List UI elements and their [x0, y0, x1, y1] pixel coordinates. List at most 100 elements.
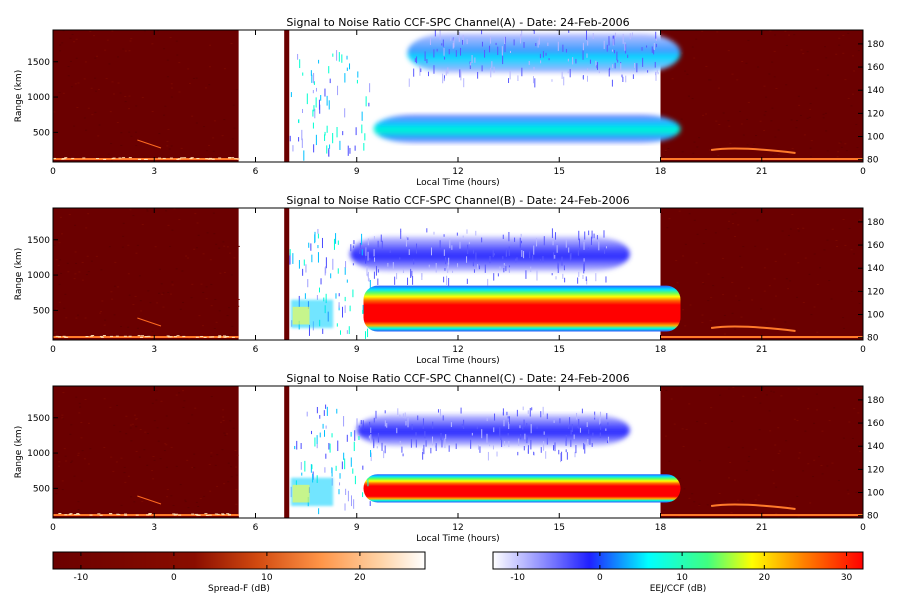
eej-speckle — [452, 42, 454, 49]
eej-speckle — [377, 278, 379, 285]
eej-scatter — [296, 440, 298, 450]
spreadf-speckle — [727, 120, 730, 122]
eej-speckle — [513, 39, 515, 46]
spreadf-speckle — [222, 241, 225, 243]
eej-speckle — [531, 407, 533, 411]
y2-tick-label: 160 — [867, 63, 884, 73]
spreadf-speckle — [716, 31, 719, 33]
eej-speckle — [374, 257, 376, 262]
eej-scatter — [369, 83, 371, 93]
eej-scatter — [299, 59, 301, 69]
spreadf-speckle — [226, 246, 229, 248]
y2-tick-label: 80 — [867, 334, 879, 344]
spreadf-speckle — [120, 457, 123, 459]
eej-speckle — [603, 230, 605, 238]
spreadf-speckle — [75, 57, 78, 59]
eej-speckle — [467, 244, 469, 254]
eej-speckle — [474, 57, 476, 63]
eej-speckle — [568, 247, 570, 253]
spreadf-speckle — [180, 147, 183, 149]
spreadf-speckle — [223, 432, 226, 434]
spreadf-speckle — [788, 34, 791, 36]
eej-speckle — [570, 252, 572, 260]
eej-speckle — [461, 424, 463, 428]
spreadf-speckle — [169, 36, 172, 38]
y2-tick-label: 100 — [867, 311, 884, 321]
spreadf-speckle — [146, 464, 149, 466]
eej-speckle — [625, 75, 627, 83]
eej-scatter — [344, 305, 346, 313]
eej-scatter — [331, 467, 333, 477]
spreadf-speckle — [128, 294, 131, 296]
spreadf-speckle — [780, 395, 783, 397]
eej-scatter — [317, 244, 319, 249]
spreadf-speckle — [146, 210, 149, 212]
spreadf-speckle — [738, 299, 741, 301]
eej-speckle — [471, 432, 473, 436]
spreadf-speckle — [858, 219, 861, 221]
spreadf-speckle — [85, 227, 88, 229]
x-tick-label: 0 — [50, 523, 56, 533]
eej-speckle — [447, 262, 449, 269]
eej-scatter — [349, 147, 351, 154]
spreadf-speckle — [94, 90, 97, 92]
x-tick-label: 9 — [354, 523, 360, 533]
eej-speckle — [582, 275, 584, 280]
spreadf-speckle — [857, 412, 860, 414]
spreadf-speckle — [64, 455, 67, 457]
spreadf-speckle — [209, 259, 212, 261]
spreadf-speckle — [701, 314, 704, 316]
spreadf-speckle — [98, 124, 101, 126]
spreadf-speckle — [77, 452, 80, 454]
x-tick-label: 21 — [756, 345, 767, 355]
eej-speckle — [561, 256, 563, 266]
spreadf-speckle — [765, 394, 768, 396]
spreadf-speckle — [160, 283, 163, 285]
eej-speckle — [577, 425, 579, 428]
spreadf-speckle — [771, 61, 774, 63]
eej-speckle — [579, 238, 581, 249]
spreadf-speckle — [235, 89, 238, 91]
spreadf-speckle — [70, 86, 73, 88]
spreadf-speckle — [772, 482, 775, 484]
spreadf-speckle — [76, 106, 79, 108]
spreadf-speckle — [731, 213, 734, 215]
spreadf-speckle — [66, 262, 69, 264]
spreadf-speckle — [196, 222, 199, 224]
eej-scatter — [350, 495, 352, 507]
spreadf-speckle — [149, 302, 152, 304]
spreadf-speckle — [135, 450, 138, 452]
spreadf-speckle — [702, 283, 705, 285]
spreadf-speckle — [665, 69, 668, 71]
spreadf-speckle — [127, 326, 130, 328]
spreadf-speckle — [741, 499, 744, 501]
spreadf-trace-speck — [173, 336, 177, 338]
eej-scatter — [336, 408, 338, 414]
spreadf-speckle — [219, 512, 222, 514]
spreadf-speckle — [763, 114, 766, 116]
spreadf-speckle — [193, 467, 196, 469]
eej-speckle — [583, 262, 585, 272]
spreadf-speckle — [116, 404, 119, 406]
eej-speckle — [502, 234, 504, 240]
spreadf-speckle — [166, 145, 169, 147]
spreadf-speckle — [74, 251, 77, 253]
eej-scatter — [300, 462, 302, 470]
eej-speckle — [373, 249, 375, 257]
spreadf-speckle — [127, 244, 130, 246]
eej-scatter — [352, 468, 354, 474]
eej-speckle — [521, 250, 523, 257]
eej-scatter — [314, 437, 316, 447]
spreadf-speckle — [175, 268, 178, 270]
spreadf-speckle — [708, 79, 711, 81]
eej-speckle — [655, 31, 657, 39]
spreadf-speckle — [170, 87, 173, 89]
spreadf-speckle — [781, 230, 784, 232]
eej-speckle — [585, 276, 587, 282]
eej-speckle — [554, 444, 556, 449]
spreadf-speckle — [133, 501, 136, 503]
spreadf-speckle — [203, 126, 206, 128]
spreadf-speckle — [715, 500, 718, 502]
spreadf-speckle — [754, 396, 757, 398]
